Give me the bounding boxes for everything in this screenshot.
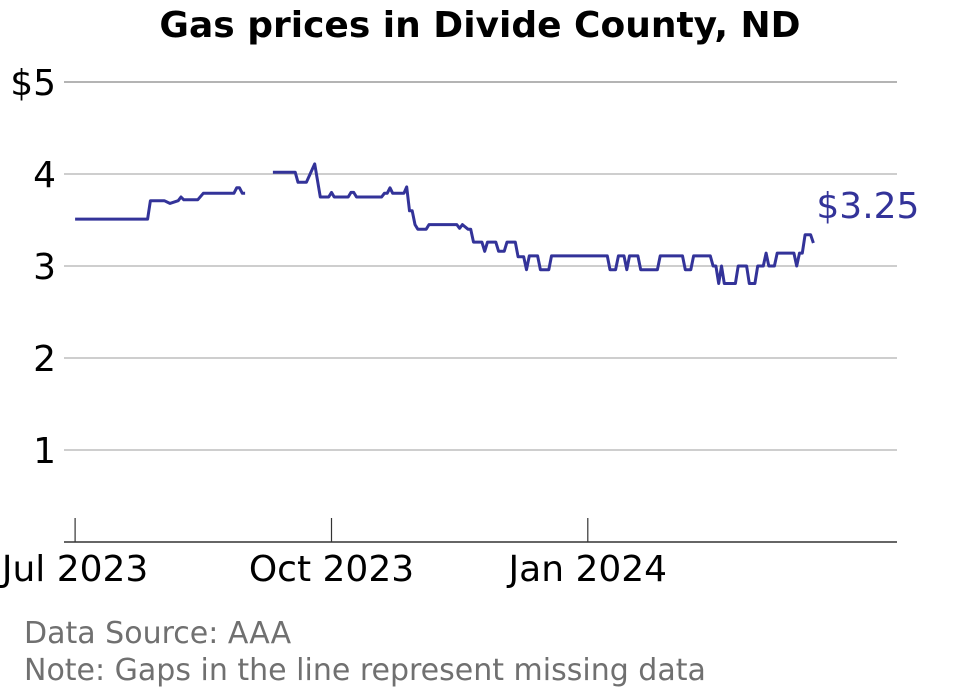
y-tick-label: 3 xyxy=(33,247,56,288)
series-layer xyxy=(75,162,815,285)
x-tick-label: Oct 2023 xyxy=(249,549,414,590)
x-axis: Jul 2023 Oct 2023 Jan 2024 xyxy=(0,518,897,590)
y-tick-label: 4 xyxy=(33,155,56,196)
y-tick-labels: 1 2 3 4 $5 xyxy=(10,63,56,472)
grid-lines xyxy=(64,81,897,451)
price-line-segment-1 xyxy=(75,186,246,221)
chart-title: Gas prices in Divide County, ND xyxy=(159,5,800,46)
x-tick-label: Jul 2023 xyxy=(0,549,148,590)
y-tick-label: $5 xyxy=(10,63,56,104)
data-source-note: Data Source: AAA xyxy=(24,616,292,651)
x-tick-label: Jan 2024 xyxy=(507,549,668,590)
end-value-label: $3.25 xyxy=(816,186,919,227)
missing-data-note: Note: Gaps in the line represent missing… xyxy=(24,653,706,688)
price-line-segment-2 xyxy=(272,162,815,285)
y-tick-label: 1 xyxy=(33,431,56,472)
y-tick-label: 2 xyxy=(33,339,56,380)
